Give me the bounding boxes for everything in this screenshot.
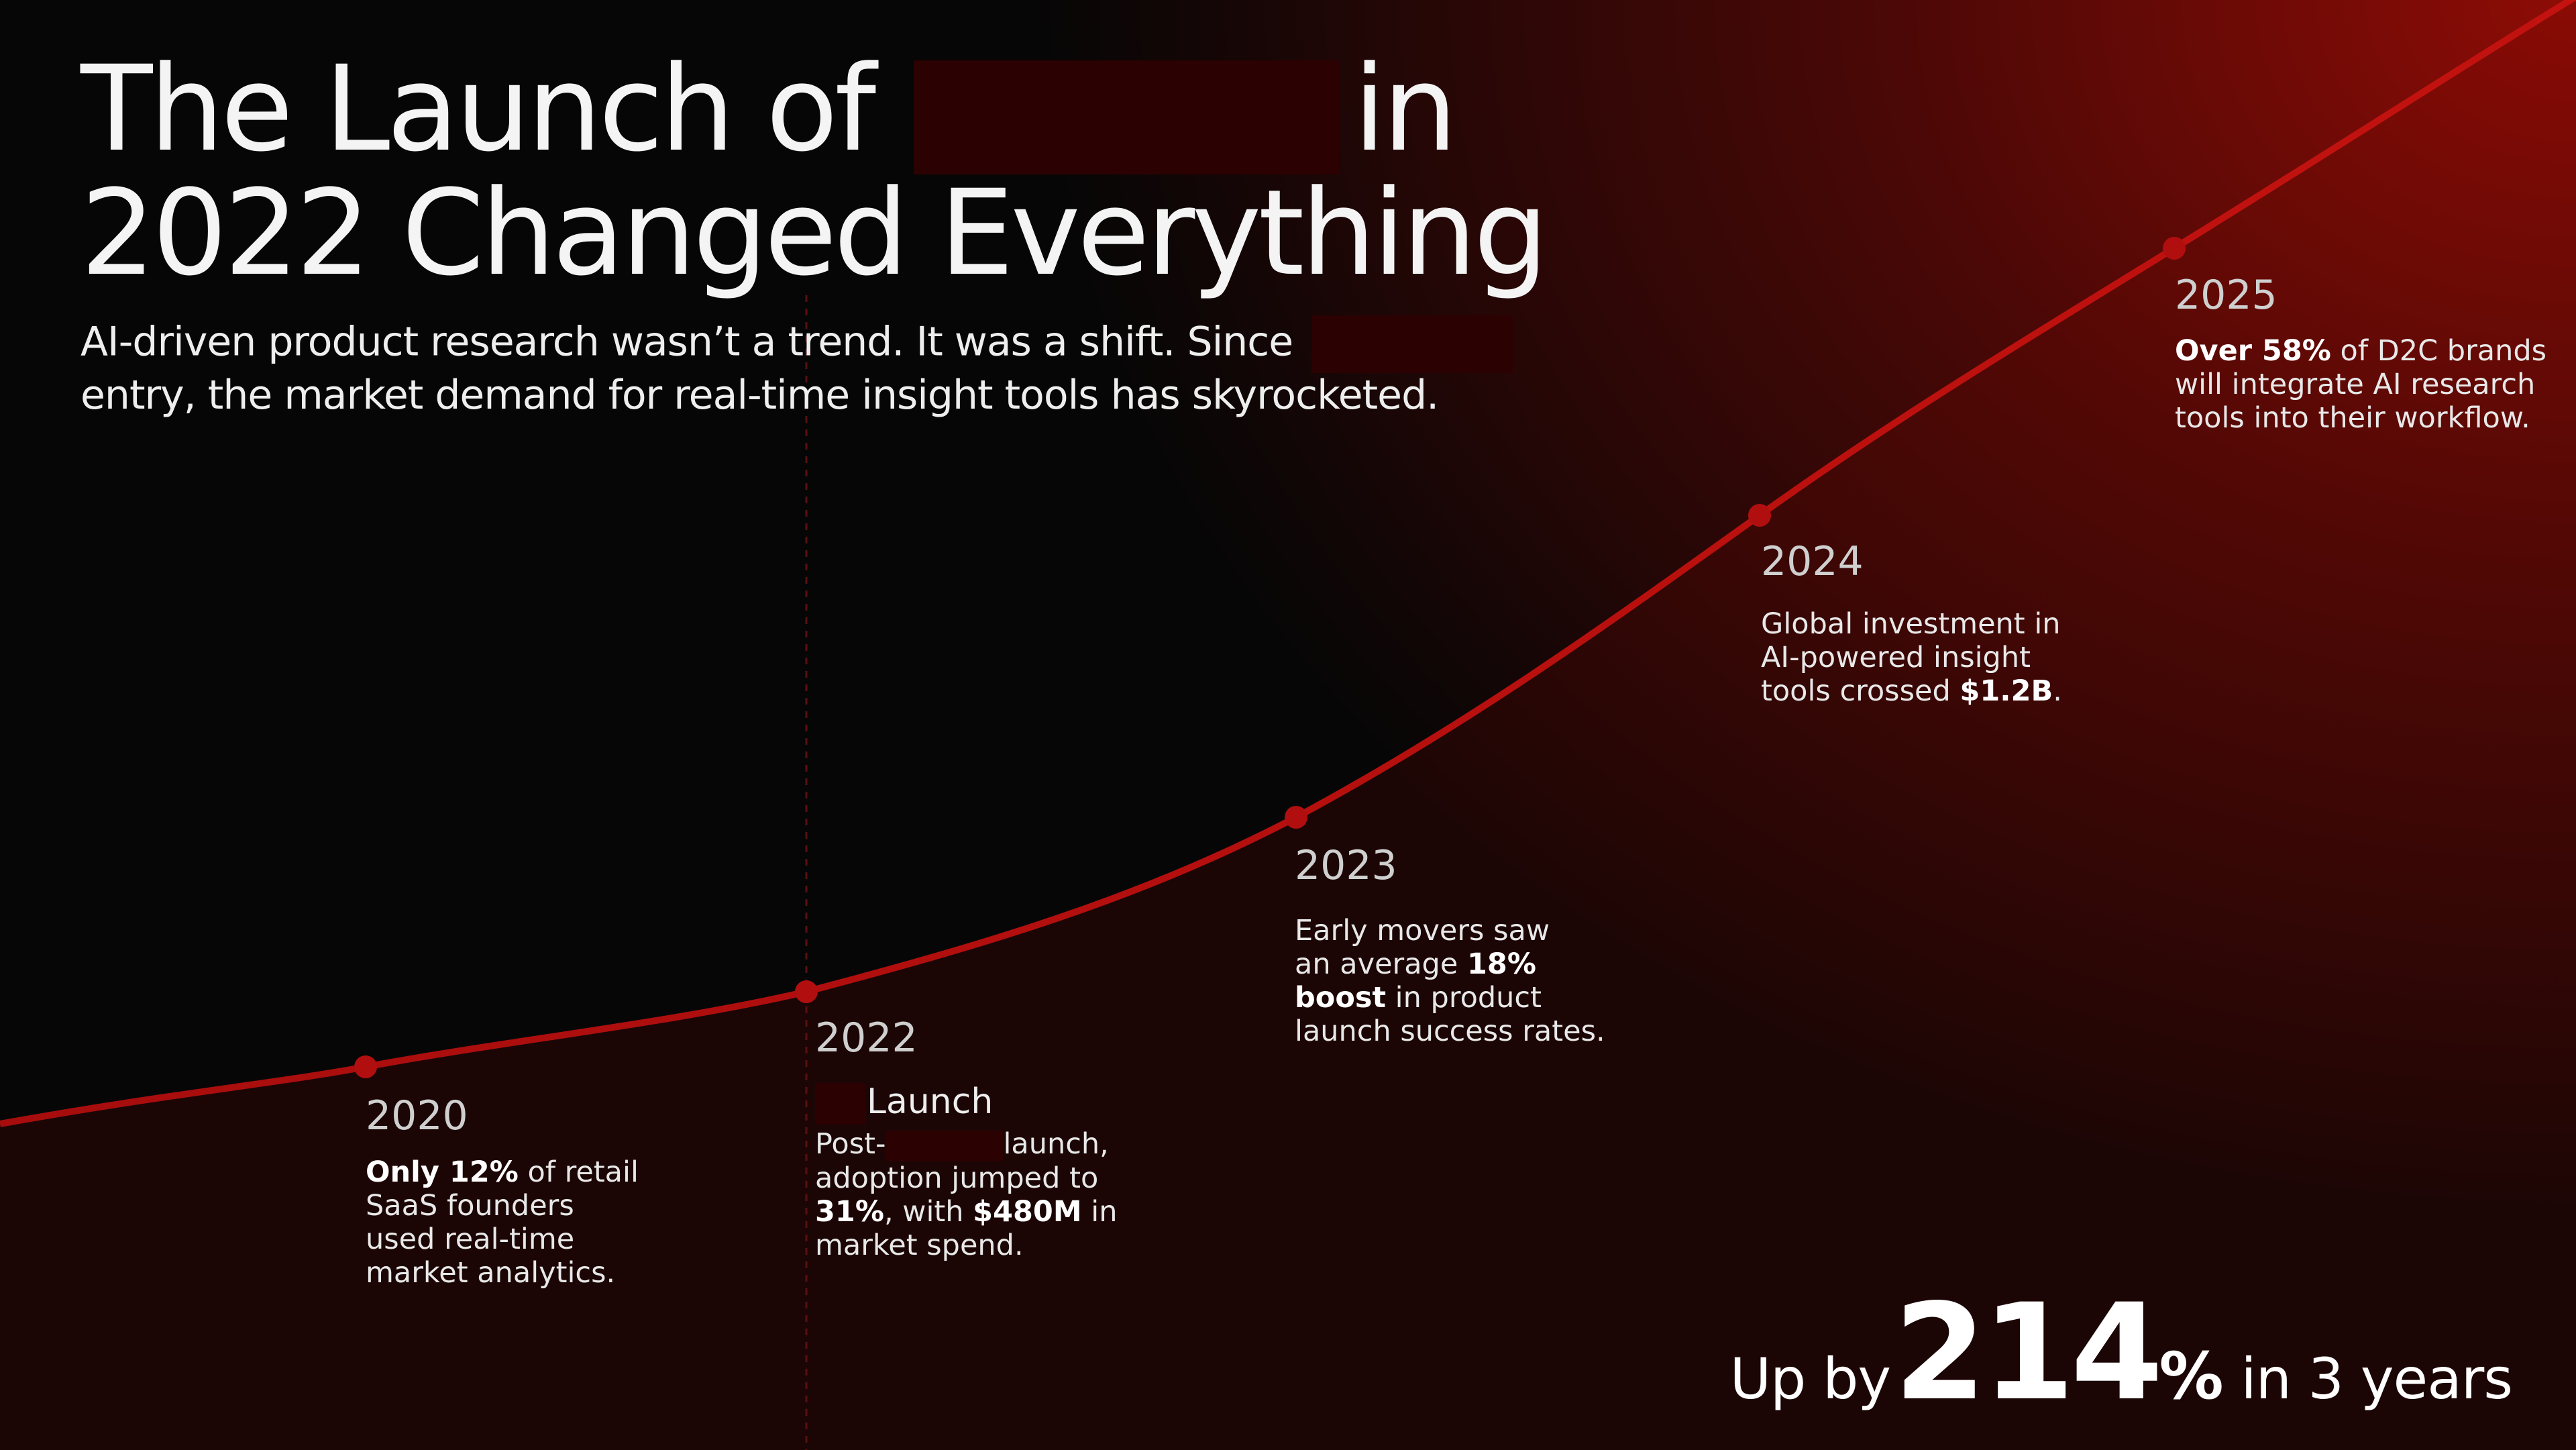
desc-text: Early movers saw: [1295, 914, 1550, 947]
highlight-text: Only 12%: [366, 1155, 519, 1189]
highlight-text: Over 58%: [2175, 334, 2331, 368]
desc-text: , with: [883, 1194, 973, 1229]
subtitle-part1: AI-driven product research wasn’t a tren…: [80, 318, 1293, 366]
milestone-year-2020: 2020: [366, 1092, 468, 1139]
desc-text: .: [2053, 674, 2062, 708]
highlight-text: 18%: [1466, 947, 1536, 981]
redacted-product-name: [885, 1130, 1004, 1161]
milestone-desc-line: adoption jumped to: [815, 1161, 1118, 1195]
point-2024: [1748, 504, 1771, 527]
desc-text: in: [1081, 1194, 1118, 1229]
milestone-desc-2022: Post-launch, adoption jumped to 31%, with …: [815, 1127, 1118, 1262]
point-2022: [795, 980, 818, 1003]
redacted-product-name: [815, 1083, 865, 1125]
desc-text: tools crossed: [1761, 674, 1960, 708]
page-title: The Launch of in 2022 Changed Everything: [80, 50, 1548, 293]
desc-text: market spend.: [815, 1228, 1024, 1262]
milestone-desc-2024: Global investment in AI-powered insight to…: [1761, 607, 2062, 708]
milestone-desc-2023: Early movers saw an average 18% boost in p…: [1295, 914, 1605, 1048]
point-2020: [354, 1055, 377, 1078]
milestone-desc-line: 31%, with $480M in: [815, 1195, 1118, 1229]
milestone-year-2023: 2023: [1295, 842, 1397, 889]
summary-value: 214: [1894, 1275, 2163, 1430]
title-line2: 2022 Changed Everything: [80, 164, 1548, 302]
summary-unit: %: [2159, 1339, 2224, 1414]
growth-summary: Up by 214% in 3 years: [1729, 1275, 2513, 1430]
highlight-text: $1.2B: [1960, 674, 2053, 708]
desc-text: Global investment in: [1761, 607, 2061, 641]
page-subtitle: AI-driven product research wasn’t a tren…: [80, 315, 1513, 418]
highlight-text: boost: [1295, 981, 1387, 1015]
desc-text: an average: [1295, 947, 1467, 981]
summary-suffix: in 3 years: [2223, 1346, 2513, 1412]
milestone-desc-line: Early movers saw: [1295, 914, 1605, 947]
desc-text: adoption jumped to: [815, 1161, 1099, 1195]
redacted-product-name: [914, 60, 1340, 174]
milestone-desc-2025: Over 58% of D2C brands will integrate AI …: [2175, 334, 2546, 435]
milestone-sublabel-text: Launch: [867, 1082, 994, 1122]
milestone-year-2024: 2024: [1761, 538, 1864, 585]
desc-text: tools into their workflow.: [2175, 401, 2530, 435]
desc-text: of D2C brands: [2330, 334, 2547, 368]
desc-text: of retail: [518, 1155, 639, 1189]
point-2025: [2163, 237, 2186, 260]
milestone-desc-line: Only 12% of retail: [366, 1155, 639, 1189]
milestone-desc-line: Over 58% of D2C brands: [2175, 334, 2546, 368]
title-part1: The Launch of: [80, 40, 876, 178]
desc-text: launch,: [1003, 1127, 1109, 1161]
milestone-desc-line: an average 18%: [1295, 947, 1605, 981]
milestone-desc-line: tools crossed $1.2B.: [1761, 674, 2062, 708]
milestone-desc-line: Post-launch,: [815, 1127, 1118, 1161]
milestone-desc-line: launch success rates.: [1295, 1015, 1605, 1048]
desc-text: Post-: [815, 1127, 886, 1161]
desc-text: SaaS founders: [366, 1189, 574, 1223]
summary-prefix: Up by: [1729, 1346, 1892, 1412]
redacted-product-name: [1311, 315, 1513, 373]
desc-text: in product: [1386, 981, 1542, 1015]
milestone-desc-line: market analytics.: [366, 1256, 639, 1290]
desc-text: market analytics.: [366, 1256, 616, 1290]
milestone-year-2025: 2025: [2175, 272, 2277, 319]
title-part2: in: [1353, 40, 1457, 178]
milestone-year-2022: 2022: [815, 1015, 918, 1061]
milestone-desc-line: used real-time: [366, 1223, 639, 1256]
milestone-desc-line: market spend.: [815, 1229, 1118, 1262]
desc-text: launch success rates.: [1295, 1015, 1605, 1048]
point-2023: [1285, 806, 1307, 829]
milestone-desc-line: boost in product: [1295, 981, 1605, 1015]
milestone-sublabel-2022: Launch: [815, 1082, 993, 1125]
highlight-text: $480M: [973, 1194, 1082, 1229]
desc-text: used real-time: [366, 1223, 575, 1256]
milestone-desc-line: Global investment in: [1761, 607, 2062, 641]
milestone-desc-2020: Only 12% of retail SaaS founders used real…: [366, 1155, 639, 1290]
desc-text: will integrate AI research: [2175, 368, 2536, 401]
milestone-desc-line: SaaS founders: [366, 1189, 639, 1223]
subtitle-line2: entry, the market demand for real-time i…: [80, 372, 1439, 419]
milestone-desc-line: tools into their workflow.: [2175, 401, 2546, 435]
desc-text: AI-powered insight: [1761, 641, 2031, 674]
milestone-desc-line: AI-powered insight: [1761, 641, 2062, 674]
highlight-text: 31%: [815, 1194, 884, 1229]
milestone-desc-line: will integrate AI research: [2175, 368, 2546, 401]
